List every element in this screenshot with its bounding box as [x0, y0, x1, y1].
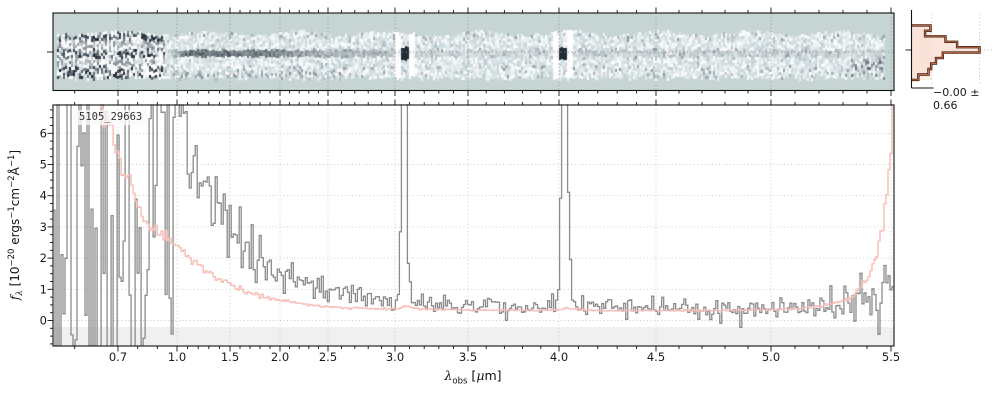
y-axis-label: fλ [10−20 ergs−1cm−2Å−1]	[6, 149, 26, 301]
svg-text:1: 1	[40, 282, 47, 296]
gridlines	[53, 13, 894, 346]
svg-text:4: 4	[40, 189, 47, 203]
error-line	[100, 104, 893, 312]
histogram-stat-label: −0.00 ± 0.66	[933, 86, 980, 112]
svg-text:5: 5	[40, 158, 47, 172]
x-axis-label: λobs [μm]	[444, 368, 502, 387]
pixel-histogram-panel	[905, 10, 994, 89]
main-axes-spines	[52, 104, 895, 347]
svg-text:5.5: 5.5	[882, 350, 900, 364]
flux-line	[53, 104, 894, 347]
axis-ticks	[47, 7, 892, 352]
svg-text:3.0: 3.0	[386, 350, 404, 364]
svg-text:2.0: 2.0	[271, 350, 289, 364]
tick-labels: 0.7 1.0 1.5 2.0 2.5 3.0 3.5 4.0 4.5 5.0 5.5 0 1 2 3 4 5 6	[40, 126, 900, 364]
svg-text:1.0: 1.0	[168, 350, 186, 364]
svg-text:2: 2	[40, 251, 47, 265]
object-id-label: 5105_29663	[74, 110, 148, 125]
svg-text:1.5: 1.5	[221, 350, 239, 364]
svg-text:0.7: 0.7	[109, 350, 127, 364]
svg-text:3.5: 3.5	[459, 350, 477, 364]
below-zero-band	[53, 327, 894, 346]
spectrum-2d-panel	[53, 13, 894, 91]
svg-text:4.0: 4.0	[550, 350, 568, 364]
svg-text:3: 3	[40, 220, 47, 234]
svg-text:4.5: 4.5	[647, 350, 665, 364]
svg-text:5.0: 5.0	[762, 350, 780, 364]
svg-text:0: 0	[40, 314, 47, 328]
svg-text:2.5: 2.5	[319, 350, 337, 364]
svg-text:6: 6	[40, 126, 47, 140]
